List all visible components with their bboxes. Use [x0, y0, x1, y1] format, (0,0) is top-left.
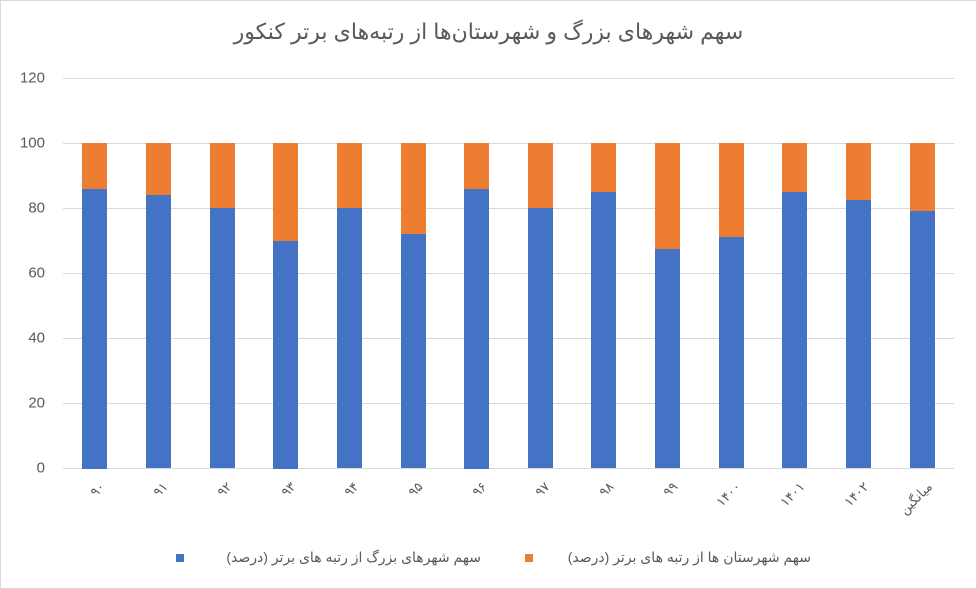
bar-segment-towns — [528, 143, 553, 208]
x-tick-label: ۹۳ — [278, 479, 299, 500]
bar-segment-towns — [719, 143, 744, 237]
bar-segment-towns — [910, 143, 935, 211]
x-tick-label: ۹۷ — [532, 479, 553, 500]
x-tick-label: ۱۴۰۰ — [713, 479, 744, 510]
bar-segment-big-cities — [146, 195, 171, 468]
x-tick-label: ۹۵ — [405, 479, 426, 500]
legend-swatch-big-cities — [176, 554, 184, 562]
bar-segment-big-cities — [591, 192, 616, 468]
y-tick-label: 80 — [28, 199, 45, 217]
legend-label-towns: سهم شهرستان ها از رتبه های برتر (درصد) — [567, 549, 811, 565]
bar-segment-towns — [782, 143, 807, 192]
y-tick-label: 20 — [28, 394, 45, 412]
bar-segment-big-cities — [528, 208, 553, 468]
bar-segment-big-cities — [846, 200, 871, 468]
gridline — [63, 273, 954, 274]
y-tick-label: 0 — [36, 459, 45, 477]
bar-segment-big-cities — [337, 208, 362, 468]
y-tick-label: 100 — [19, 134, 45, 152]
gridline — [63, 208, 954, 209]
x-tick-label: ۹۹ — [660, 479, 681, 500]
x-tick-label: ۹۶ — [469, 479, 490, 500]
x-tick-label: ۹۸ — [596, 479, 617, 500]
bar-segment-big-cities — [910, 211, 935, 468]
bar-segment-towns — [82, 143, 107, 189]
bar-segment-towns — [273, 143, 298, 241]
bar-segment-big-cities — [464, 189, 489, 469]
bar-segment-towns — [464, 143, 489, 189]
bar-segment-big-cities — [210, 208, 235, 468]
gridline — [63, 143, 954, 144]
bar-segment-big-cities — [82, 189, 107, 469]
x-tick-label: ۱۴۰۲ — [841, 479, 872, 510]
chart-title: سهم شهرهای بزرگ و شهرستان‌ها از رتبه‌های… — [233, 19, 744, 44]
x-tick-label: ۹۱ — [150, 479, 171, 500]
x-tick-label: میانگین — [896, 479, 935, 518]
bar-segment-towns — [337, 143, 362, 208]
x-tick-label: ۹۰ — [87, 479, 108, 500]
y-tick-label: 60 — [28, 264, 45, 282]
bar-segment-towns — [146, 143, 171, 195]
bar-segment-big-cities — [719, 237, 744, 468]
bar-segment-big-cities — [782, 192, 807, 468]
bar-segment-towns — [655, 143, 680, 249]
gridline — [63, 78, 954, 79]
bar-segment-big-cities — [655, 249, 680, 468]
y-tick-label: 40 — [28, 329, 45, 347]
bar-segment-big-cities — [273, 241, 298, 469]
bar-segment-big-cities — [401, 234, 426, 468]
y-tick-label: 120 — [19, 69, 45, 87]
gridline — [63, 468, 954, 469]
gridline — [63, 338, 954, 339]
x-tick-label: ۹۴ — [341, 479, 362, 500]
legend-swatch-towns — [525, 554, 533, 562]
bar-segment-towns — [401, 143, 426, 234]
x-tick-label: ۹۲ — [214, 479, 235, 500]
x-tick-label: ۱۴۰۱ — [777, 479, 808, 510]
bar-segment-towns — [210, 143, 235, 208]
bar-segment-towns — [846, 143, 871, 200]
bar-segment-towns — [591, 143, 616, 192]
gridline — [63, 403, 954, 404]
legend-label-big-cities: سهم شهرهای بزرگ از رتبه های برتر (درصد) — [226, 549, 481, 565]
